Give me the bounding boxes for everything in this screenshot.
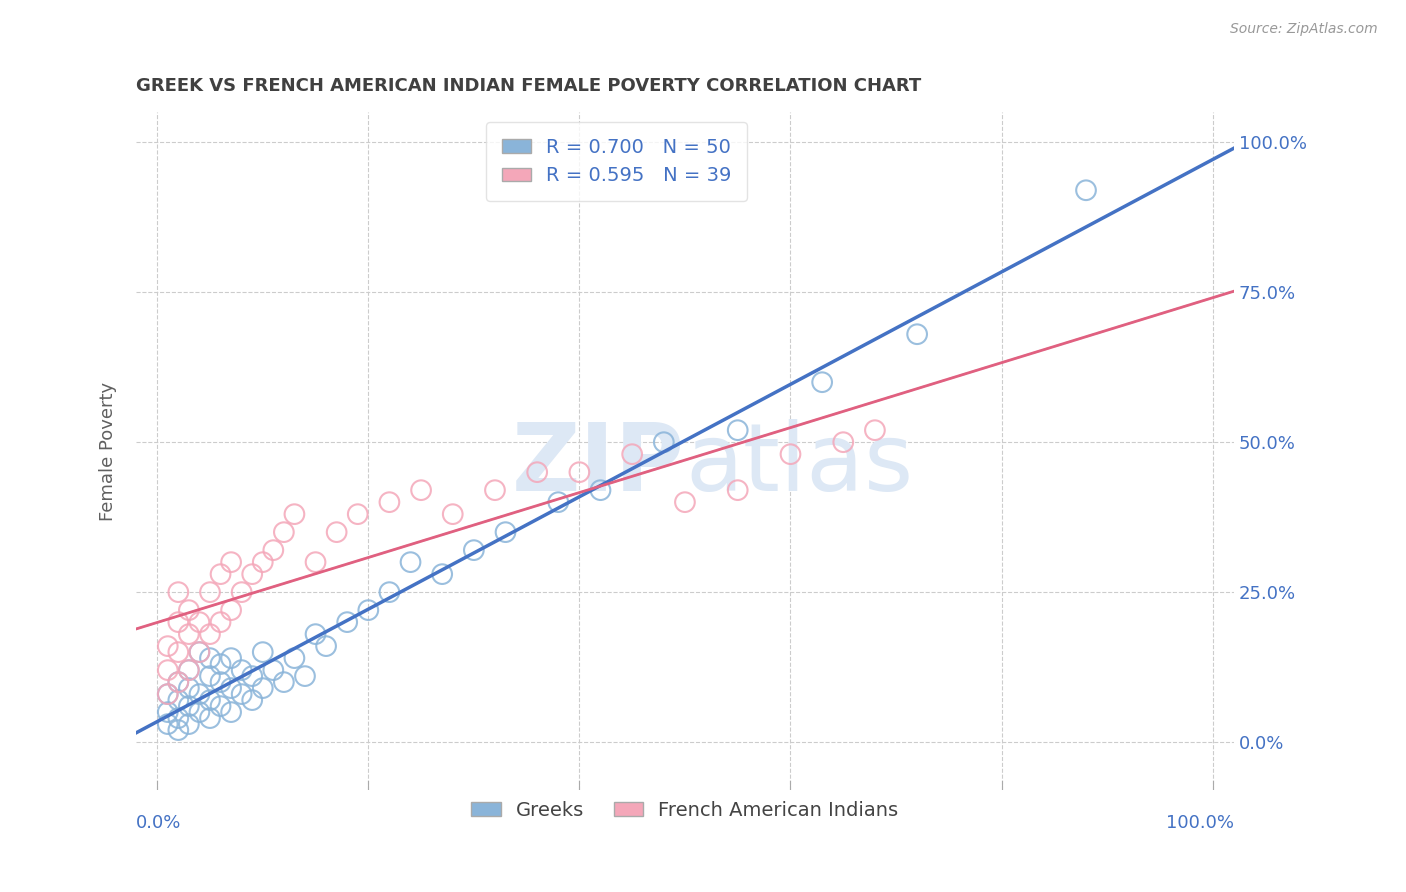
Point — [252, 645, 274, 659]
Point — [156, 639, 179, 653]
Point — [547, 495, 569, 509]
Text: 100.0%: 100.0% — [1166, 814, 1234, 832]
Point — [495, 525, 517, 540]
Point — [589, 483, 612, 498]
Point — [209, 567, 232, 582]
Point — [652, 435, 675, 450]
Point — [219, 603, 242, 617]
Point — [177, 663, 200, 677]
Point — [463, 543, 485, 558]
Point — [727, 483, 749, 498]
Point — [294, 669, 316, 683]
Point — [188, 687, 211, 701]
Point — [209, 699, 232, 714]
Point — [188, 645, 211, 659]
Point — [156, 705, 179, 719]
Point — [156, 663, 179, 677]
Point — [399, 555, 422, 569]
Point — [273, 525, 295, 540]
Point — [177, 627, 200, 641]
Point — [177, 663, 200, 677]
Point — [167, 585, 190, 599]
Point — [167, 615, 190, 629]
Point — [188, 615, 211, 629]
Point — [167, 675, 190, 690]
Y-axis label: Female Poverty: Female Poverty — [100, 382, 117, 521]
Point — [304, 555, 326, 569]
Point — [167, 693, 190, 707]
Point — [832, 435, 855, 450]
Text: GREEK VS FRENCH AMERICAN INDIAN FEMALE POVERTY CORRELATION CHART: GREEK VS FRENCH AMERICAN INDIAN FEMALE P… — [136, 78, 921, 95]
Point — [283, 507, 305, 521]
Point — [863, 423, 886, 437]
Point — [378, 495, 401, 509]
Point — [1074, 183, 1097, 197]
Point — [526, 465, 548, 479]
Point — [198, 693, 221, 707]
Point — [198, 651, 221, 665]
Point — [198, 627, 221, 641]
Point — [231, 585, 253, 599]
Point — [156, 687, 179, 701]
Point — [231, 663, 253, 677]
Point — [156, 687, 179, 701]
Point — [198, 711, 221, 725]
Point — [188, 645, 211, 659]
Point — [167, 645, 190, 659]
Point — [219, 555, 242, 569]
Point — [240, 693, 263, 707]
Point — [177, 603, 200, 617]
Point — [336, 615, 359, 629]
Text: atlas: atlas — [685, 418, 912, 511]
Point — [209, 675, 232, 690]
Point — [177, 699, 200, 714]
Point — [905, 327, 928, 342]
Point — [167, 711, 190, 725]
Point — [621, 447, 644, 461]
Point — [779, 447, 801, 461]
Point — [568, 465, 591, 479]
Point — [727, 423, 749, 437]
Point — [167, 723, 190, 738]
Point — [409, 483, 432, 498]
Point — [156, 717, 179, 731]
Point — [167, 675, 190, 690]
Point — [441, 507, 464, 521]
Point — [198, 669, 221, 683]
Point — [811, 375, 834, 389]
Point — [273, 675, 295, 690]
Point — [283, 651, 305, 665]
Point — [177, 717, 200, 731]
Point — [484, 483, 506, 498]
Text: ZIP: ZIP — [512, 418, 685, 511]
Point — [240, 669, 263, 683]
Point — [219, 651, 242, 665]
Point — [262, 663, 284, 677]
Point — [357, 603, 380, 617]
Point — [209, 615, 232, 629]
Point — [177, 681, 200, 695]
Point — [325, 525, 347, 540]
Point — [346, 507, 368, 521]
Point — [209, 657, 232, 672]
Point — [252, 681, 274, 695]
Text: 0.0%: 0.0% — [136, 814, 181, 832]
Point — [432, 567, 454, 582]
Point — [315, 639, 337, 653]
Point — [231, 687, 253, 701]
Point — [673, 495, 696, 509]
Point — [262, 543, 284, 558]
Text: Source: ZipAtlas.com: Source: ZipAtlas.com — [1230, 22, 1378, 37]
Point — [219, 705, 242, 719]
Legend: Greeks, French American Indians: Greeks, French American Indians — [464, 793, 907, 828]
Point — [198, 585, 221, 599]
Point — [304, 627, 326, 641]
Point — [240, 567, 263, 582]
Point — [219, 681, 242, 695]
Point — [252, 555, 274, 569]
Point — [378, 585, 401, 599]
Point — [188, 705, 211, 719]
